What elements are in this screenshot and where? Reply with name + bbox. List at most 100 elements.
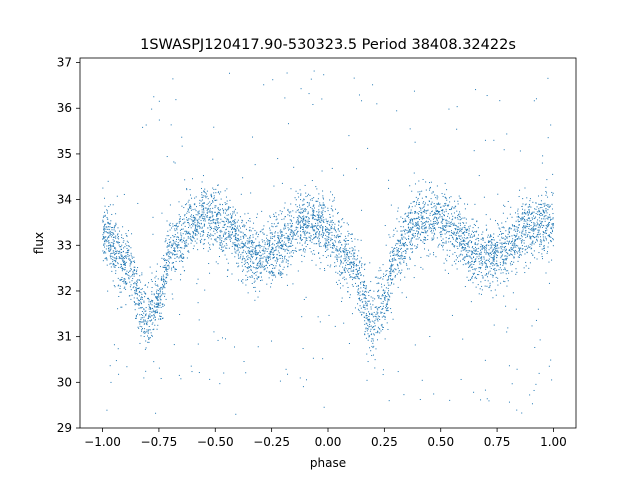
data-point [359,311,361,313]
data-point [327,248,329,250]
data-point [426,221,428,223]
data-point [183,247,185,249]
data-point [140,301,142,303]
data-point [492,239,494,241]
data-point [412,251,414,253]
data-point [219,242,221,244]
data-point [306,227,308,229]
data-point [105,223,107,225]
data-point [306,237,308,239]
data-point [259,247,261,249]
data-point [335,249,337,251]
data-point [482,239,484,241]
data-point [258,243,260,245]
data-point [385,287,387,289]
data-point [493,258,495,260]
data-point [229,206,231,208]
data-point [457,203,459,205]
data-point [468,234,470,236]
data-point [149,306,151,308]
data-point [421,223,423,225]
data-point [358,309,360,311]
data-point [157,303,159,305]
data-point [233,220,235,222]
data-point [403,260,405,262]
data-point [235,239,237,241]
data-point [552,194,554,196]
data-point [456,232,458,234]
data-point [263,225,265,227]
data-point [129,265,131,267]
data-point [252,261,254,263]
data-point [155,306,157,308]
data-point [230,234,232,236]
data-point [194,197,196,199]
data-point [263,256,265,258]
data-point [333,251,335,253]
data-point [467,263,469,265]
data-point [439,216,441,218]
data-point [321,212,323,214]
data-point [371,354,373,356]
data-point [161,294,163,296]
data-point [212,219,214,221]
data-point [358,269,360,271]
data-point [146,329,148,331]
data-point [436,237,438,239]
data-point [397,267,399,269]
data-point [521,217,523,219]
data-point [181,256,183,258]
data-point [430,181,432,183]
data-point [102,221,104,223]
data-point [298,249,300,251]
data-point [415,217,417,219]
data-point [118,266,120,268]
data-point [365,315,367,317]
data-point [464,257,466,259]
data-point [480,249,482,251]
data-point [539,211,541,213]
data-point [398,270,400,272]
data-point [276,257,278,259]
data-point [424,239,426,241]
data-point [384,316,386,318]
data-point [458,260,460,262]
data-point [283,218,285,220]
data-point [260,272,262,274]
data-point [368,336,370,338]
data-point [307,224,309,226]
data-point [398,247,400,249]
data-point [549,232,551,234]
data-point [242,282,244,284]
data-point [211,213,213,215]
data-point [443,211,445,213]
data-point [221,208,223,210]
data-point [335,231,337,233]
data-point [368,335,370,337]
data-point [425,223,427,225]
data-point [544,218,546,220]
data-point [360,300,362,302]
data-point [488,271,490,273]
data-point [381,316,383,318]
data-point [431,211,433,213]
data-point [508,254,510,256]
data-point [257,252,259,254]
data-point [137,294,139,296]
data-point [115,260,117,262]
data-point [481,275,483,277]
data-point [430,220,432,222]
data-point [394,244,396,246]
data-point [465,229,467,231]
data-point [138,279,140,281]
data-point [485,229,487,231]
data-point [446,204,448,206]
data-point [504,250,506,252]
data-point [160,286,162,288]
data-point [477,253,479,255]
data-point [349,297,351,299]
data-point [385,270,387,272]
data-point [427,204,429,206]
data-point [433,230,434,232]
data-point [167,255,169,257]
